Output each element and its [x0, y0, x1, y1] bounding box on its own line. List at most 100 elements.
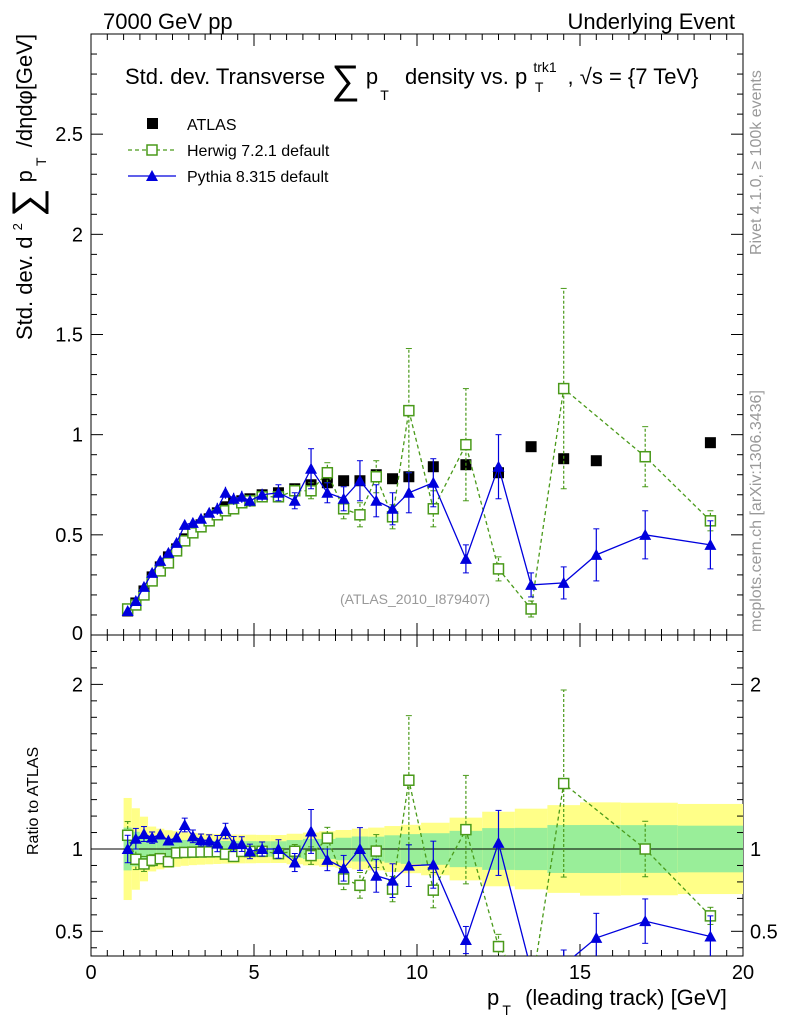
x-axis-label: p T (leading track) [GeV] — [487, 985, 727, 1020]
x-tick-label: 10 — [406, 962, 428, 984]
pythia-ratio-point — [305, 825, 318, 837]
x-tick-label: 15 — [569, 962, 591, 984]
pythia-point — [195, 512, 208, 524]
pythia-ratio-point — [219, 824, 232, 836]
pythia-ratio-point — [427, 858, 440, 870]
atlas-point — [704, 437, 716, 449]
pythia-point — [639, 528, 652, 540]
x-tick-label: 20 — [732, 962, 754, 984]
atlas-point — [338, 475, 350, 487]
herwig-point — [557, 382, 570, 395]
pythia-ratio-point — [492, 836, 505, 848]
ratio-y-tick-label-right: 1 — [750, 839, 761, 861]
pythia-ratio-point — [203, 834, 216, 846]
series-layer — [121, 287, 717, 975]
herwig-point — [187, 527, 199, 539]
herwig-ratio-point — [403, 774, 415, 786]
herwig-line — [127, 387, 711, 611]
main-series-group — [121, 287, 717, 618]
pythia-point — [590, 548, 603, 560]
herwig-point — [639, 450, 651, 463]
pythia-point — [427, 476, 440, 488]
pythia-point — [211, 502, 224, 514]
herwig-ratio-point — [162, 855, 175, 868]
pythia-point — [154, 554, 167, 566]
herwig-point — [525, 603, 537, 615]
pythia-ratio-point — [186, 830, 199, 842]
y-tick-label: 2 — [72, 224, 83, 246]
pythia-point — [492, 460, 505, 472]
mcplots-label: mcplots.cern.ch [arXiv:1306.3436] — [748, 390, 765, 632]
pythia-point — [353, 474, 366, 486]
chart-title: Std. dev. Transverse ∑ p T density vs. p… — [125, 52, 698, 105]
pythia-point — [525, 578, 538, 590]
herwig-ratio-point — [460, 823, 472, 836]
pythia-point — [402, 486, 415, 498]
pythia-ratio-point — [590, 931, 603, 943]
y-tick-label: 1.5 — [55, 325, 83, 347]
atlas-point — [525, 441, 537, 453]
pythia-ratio-point — [459, 934, 472, 946]
pythia-point — [370, 494, 383, 506]
x-tick-label: 0 — [85, 962, 96, 984]
pythia-ratio-point — [227, 838, 240, 850]
pythia-ratio-point — [370, 869, 383, 881]
header-right: Underlying Event — [567, 9, 735, 34]
pythia-ratio-point — [386, 874, 399, 886]
legend-label-pythia: Pythia 8.315 default — [187, 169, 329, 186]
legend: ATLAS Herwig 7.2.1 default Pythia 8.315 … — [128, 117, 330, 186]
pythia-point — [162, 546, 175, 558]
herwig-point — [370, 470, 382, 483]
herwig-ratio-point — [370, 845, 382, 857]
pythia-point — [170, 536, 183, 548]
herwig-ratio-point — [492, 940, 505, 953]
pythia-ratio-point — [137, 828, 150, 840]
pythia-ratio-point — [243, 845, 256, 857]
analysis-watermark: (ATLAS_2010_I879407) — [340, 591, 490, 607]
pythia-ratio-point — [639, 915, 652, 927]
pythia-point — [129, 594, 142, 606]
legend-label-atlas: ATLAS — [187, 117, 237, 134]
pythia-point — [121, 604, 134, 616]
pythia-point — [288, 494, 301, 506]
y-tick-label: 2.5 — [55, 124, 83, 146]
ratio-y-tick-label: 1 — [72, 839, 83, 861]
pythia-line — [127, 464, 711, 612]
ratio-y-tick-label: 0.5 — [55, 921, 83, 943]
pythia-point — [235, 490, 248, 502]
herwig-point — [178, 535, 191, 547]
pythia-ratio-point — [525, 964, 537, 975]
legend-label-herwig: Herwig 7.2.1 default — [187, 143, 330, 160]
ratio-y-axis-label: Ratio to ATLAS — [25, 747, 42, 855]
herwig-point — [460, 438, 472, 451]
ratio-y-tick-label: 2 — [72, 674, 83, 696]
pythia-ratio-point — [195, 834, 208, 846]
rivet-version-label: Rivet 4.1.0, ≥ 100k events — [748, 70, 765, 255]
pythia-ratio-point — [337, 862, 350, 874]
herwig-ratio-point — [639, 843, 651, 855]
y-tick-label: 0.5 — [55, 525, 83, 547]
pythia-ratio-point — [211, 837, 224, 849]
herwig-point — [162, 557, 175, 569]
ratio-y-tick-label-right: 2 — [750, 674, 761, 696]
pythia-point — [146, 566, 159, 578]
pythia-point — [386, 502, 399, 514]
herwig-ratio-point — [321, 832, 334, 844]
pythia-point — [219, 486, 232, 498]
pythia-ratio-point — [235, 838, 248, 850]
pythia-ratio-point — [154, 828, 167, 840]
pythia-ratio-point — [162, 834, 175, 846]
pythia-ratio-point — [170, 831, 183, 843]
herwig-point — [492, 563, 505, 575]
y-axis-label: Std. dev. d 2 ∑ p T /dηdφ[GeV] — [2, 34, 51, 340]
pythia-point — [186, 516, 199, 528]
pythia-point — [557, 576, 570, 588]
pythia-point — [321, 486, 334, 498]
herwig-point — [403, 404, 415, 417]
legend-marker-pythia — [146, 170, 158, 181]
legend-marker-atlas — [147, 118, 158, 129]
herwig-point — [154, 565, 167, 577]
pythia-point — [305, 462, 318, 474]
pythia-point — [704, 538, 717, 550]
